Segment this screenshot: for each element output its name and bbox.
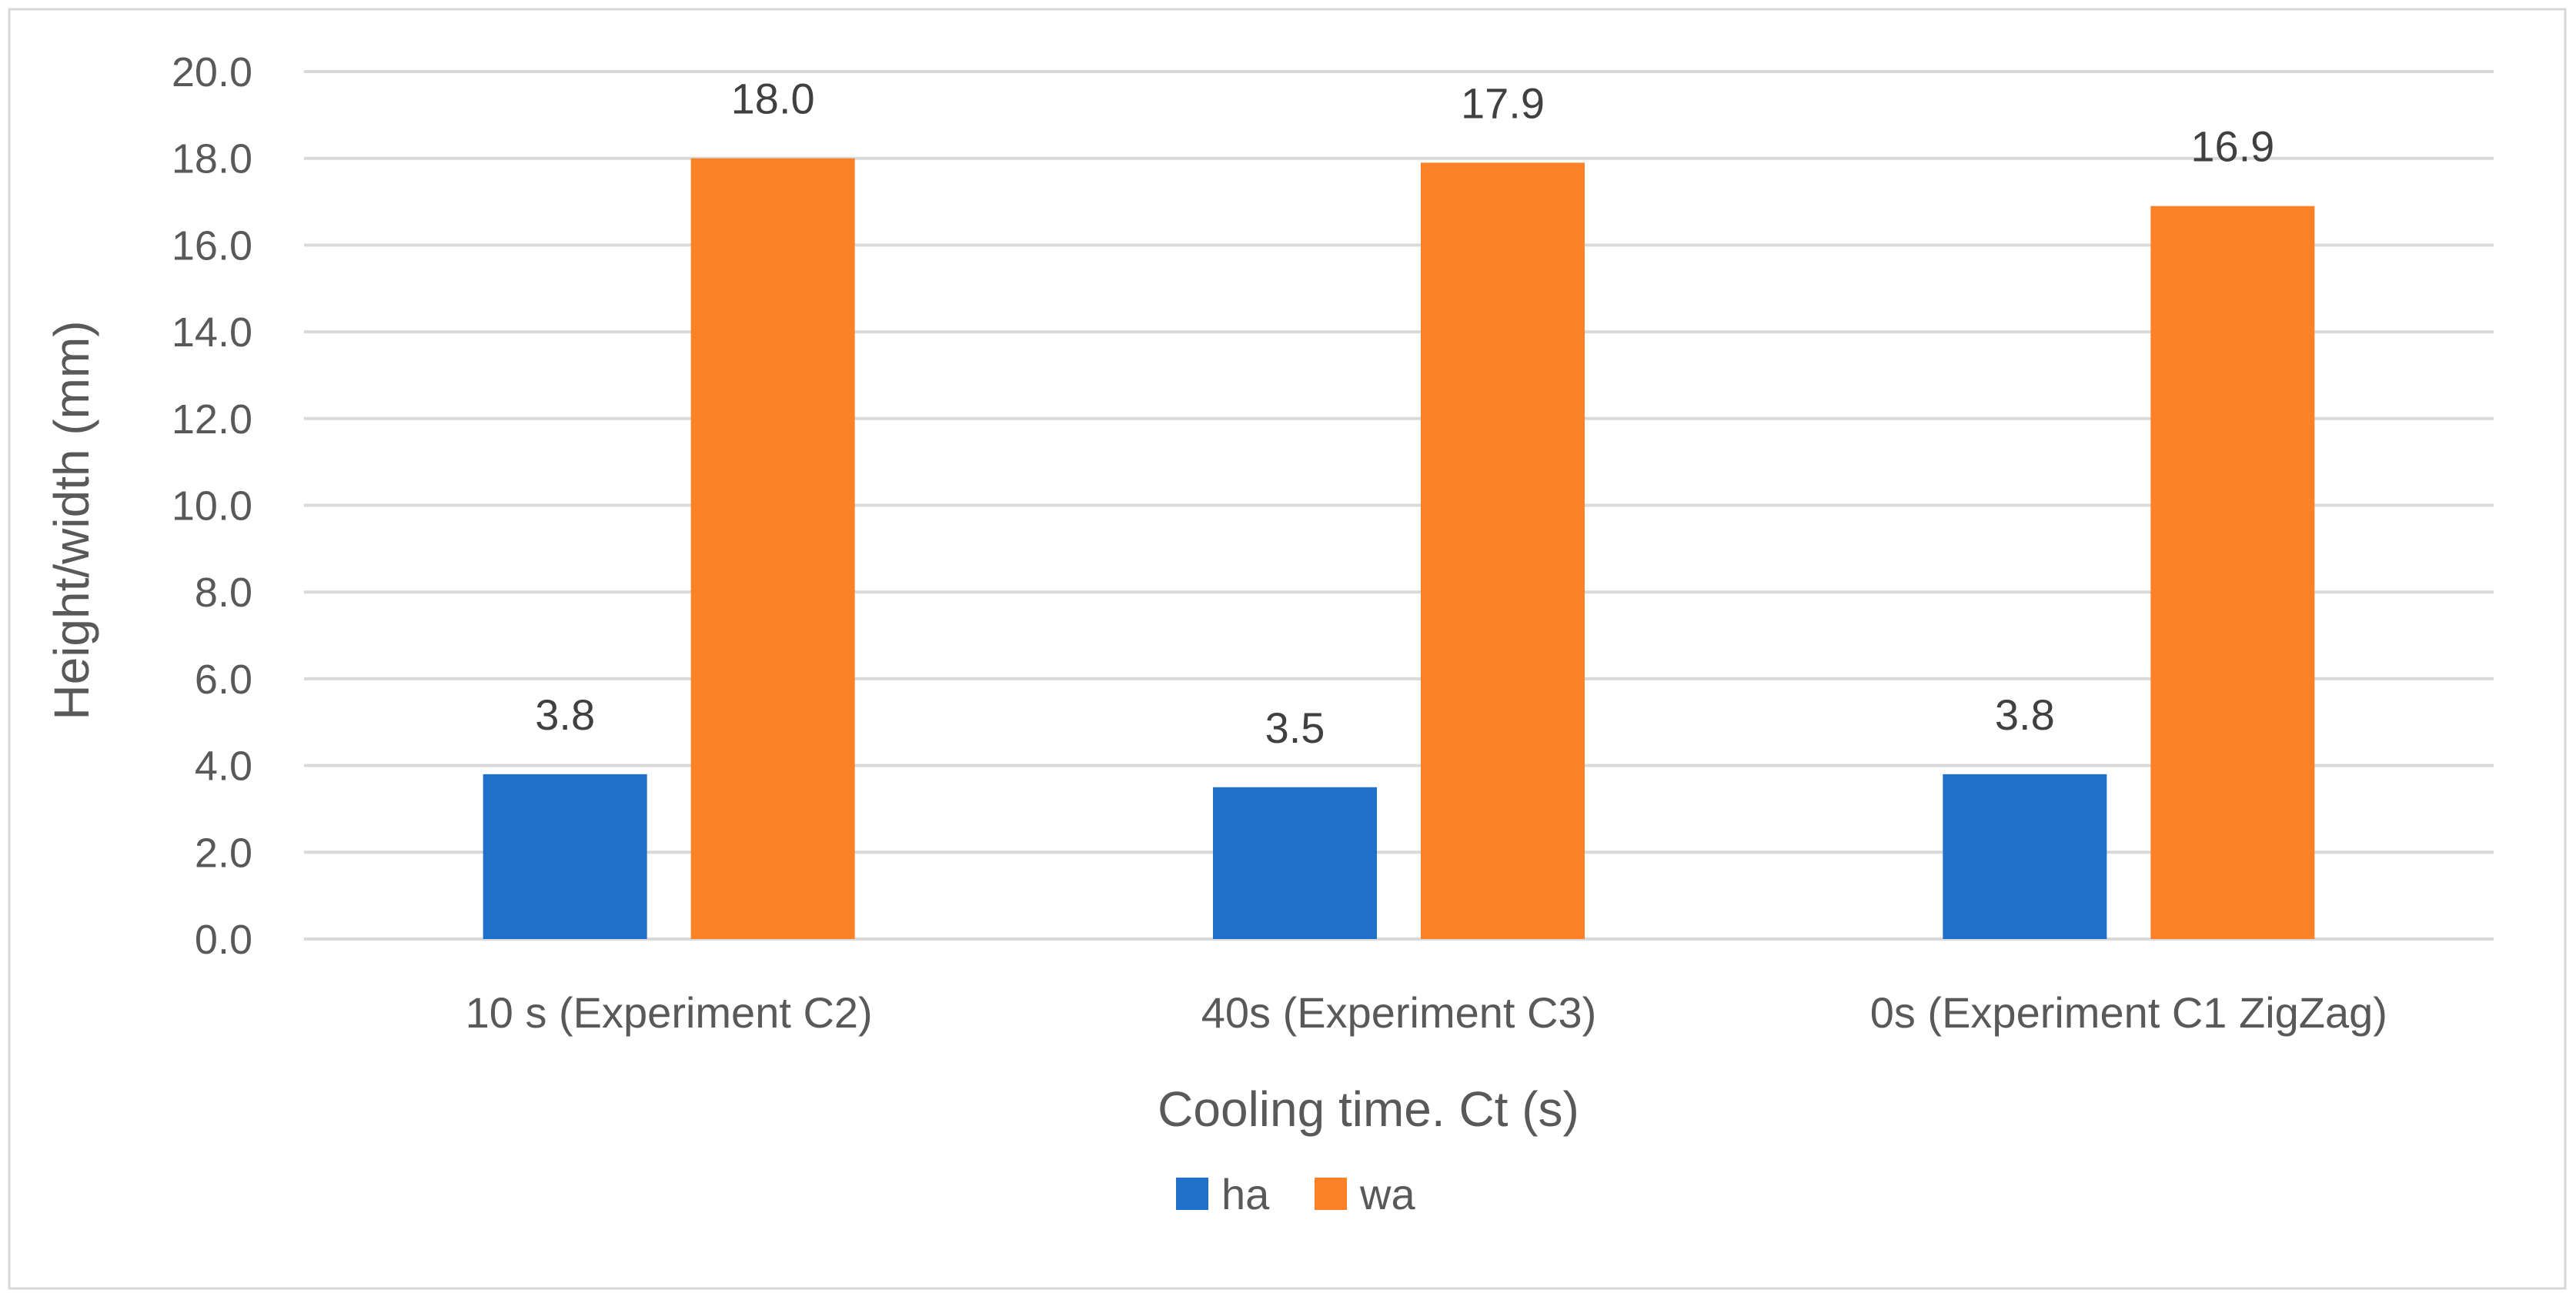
y-tick-label: 0.0 — [195, 917, 252, 963]
y-tick-label: 8.0 — [195, 570, 252, 616]
y-tick-label: 12.0 — [172, 396, 252, 443]
data-labels: 3.8 18.0 3.5 17.9 3.8 16.9 — [535, 75, 2274, 752]
data-label-wa: 18.0 — [731, 75, 815, 123]
data-label-wa: 16.9 — [2190, 122, 2274, 171]
bar-ha — [1213, 787, 1377, 939]
bar-wa — [2150, 206, 2315, 939]
y-tick-label: 10.0 — [172, 483, 252, 530]
x-category-label: 10 s (Experiment C2) — [466, 988, 873, 1037]
y-tick-label: 6.0 — [195, 657, 252, 703]
bar-ha — [483, 774, 647, 939]
y-tick-label: 18.0 — [172, 136, 252, 182]
x-category-label: 0s (Experiment C1 ZigZag) — [1870, 988, 2387, 1037]
y-tick-label: 4.0 — [195, 744, 252, 790]
data-label-ha: 3.5 — [1265, 703, 1325, 752]
legend-label-wa: wa — [1359, 1170, 1415, 1218]
bar-ha — [1943, 774, 2107, 939]
data-label-ha: 3.8 — [535, 690, 595, 739]
bar-wa — [1421, 162, 1585, 939]
y-tick-label: 16.0 — [172, 222, 252, 269]
y-axis-title: Height/width (mm) — [44, 320, 99, 720]
bars — [483, 158, 2315, 939]
legend-label-ha: ha — [1221, 1170, 1270, 1218]
legend-swatch-wa — [1315, 1178, 1347, 1210]
legend-swatch-ha — [1176, 1178, 1208, 1210]
legend: ha wa — [1176, 1170, 1415, 1218]
data-label-ha: 3.8 — [1995, 690, 2055, 739]
bar-wa — [690, 158, 855, 939]
y-tick-label: 2.0 — [195, 830, 252, 876]
x-category-label: 40s (Experiment C3) — [1201, 988, 1597, 1037]
gridlines — [304, 70, 2494, 941]
chart-border — [8, 8, 2567, 1290]
category-labels: 10 s (Experiment C2) 40s (Experiment C3) 0… — [466, 988, 2387, 1037]
x-axis-title: Cooling time. Ct (s) — [1158, 1081, 1579, 1137]
data-label-wa: 17.9 — [1461, 79, 1545, 127]
y-tick-label: 14.0 — [172, 309, 252, 356]
y-tick-labels: 0.0 2.0 4.0 6.0 8.0 10.0 12.0 14.0 16.0 18.0 20.0 — [172, 49, 252, 963]
y-tick-label: 20.0 — [172, 49, 252, 95]
